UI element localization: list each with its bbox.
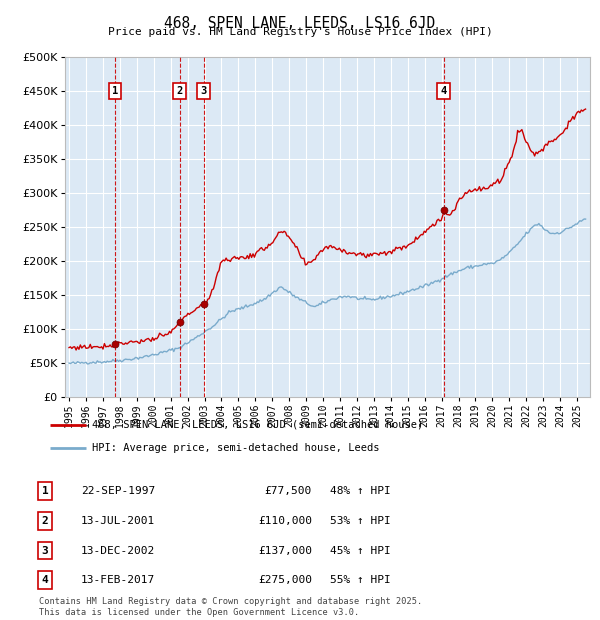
Text: 55% ↑ HPI: 55% ↑ HPI — [330, 575, 391, 585]
Text: 4: 4 — [440, 86, 447, 96]
Text: 53% ↑ HPI: 53% ↑ HPI — [330, 516, 391, 526]
Text: 2: 2 — [41, 516, 49, 526]
Text: 468, SPEN LANE, LEEDS, LS16 6JD (semi-detached house): 468, SPEN LANE, LEEDS, LS16 6JD (semi-de… — [91, 420, 423, 430]
Text: 468, SPEN LANE, LEEDS, LS16 6JD: 468, SPEN LANE, LEEDS, LS16 6JD — [164, 16, 436, 30]
Text: Contains HM Land Registry data © Crown copyright and database right 2025.
This d: Contains HM Land Registry data © Crown c… — [39, 598, 422, 617]
Text: £137,000: £137,000 — [258, 546, 312, 556]
Text: 1: 1 — [41, 486, 49, 496]
Text: 22-SEP-1997: 22-SEP-1997 — [81, 486, 155, 496]
Text: 3: 3 — [41, 546, 49, 556]
Text: 13-DEC-2002: 13-DEC-2002 — [81, 546, 155, 556]
Text: £77,500: £77,500 — [265, 486, 312, 496]
Text: 2: 2 — [176, 86, 183, 96]
Text: 4: 4 — [41, 575, 49, 585]
Text: 45% ↑ HPI: 45% ↑ HPI — [330, 546, 391, 556]
Text: Price paid vs. HM Land Registry's House Price Index (HPI): Price paid vs. HM Land Registry's House … — [107, 27, 493, 37]
Text: £110,000: £110,000 — [258, 516, 312, 526]
Text: £275,000: £275,000 — [258, 575, 312, 585]
Text: 13-FEB-2017: 13-FEB-2017 — [81, 575, 155, 585]
Text: 1: 1 — [112, 86, 118, 96]
Text: 13-JUL-2001: 13-JUL-2001 — [81, 516, 155, 526]
Text: 3: 3 — [200, 86, 207, 96]
Text: 48% ↑ HPI: 48% ↑ HPI — [330, 486, 391, 496]
Text: HPI: Average price, semi-detached house, Leeds: HPI: Average price, semi-detached house,… — [91, 443, 379, 453]
